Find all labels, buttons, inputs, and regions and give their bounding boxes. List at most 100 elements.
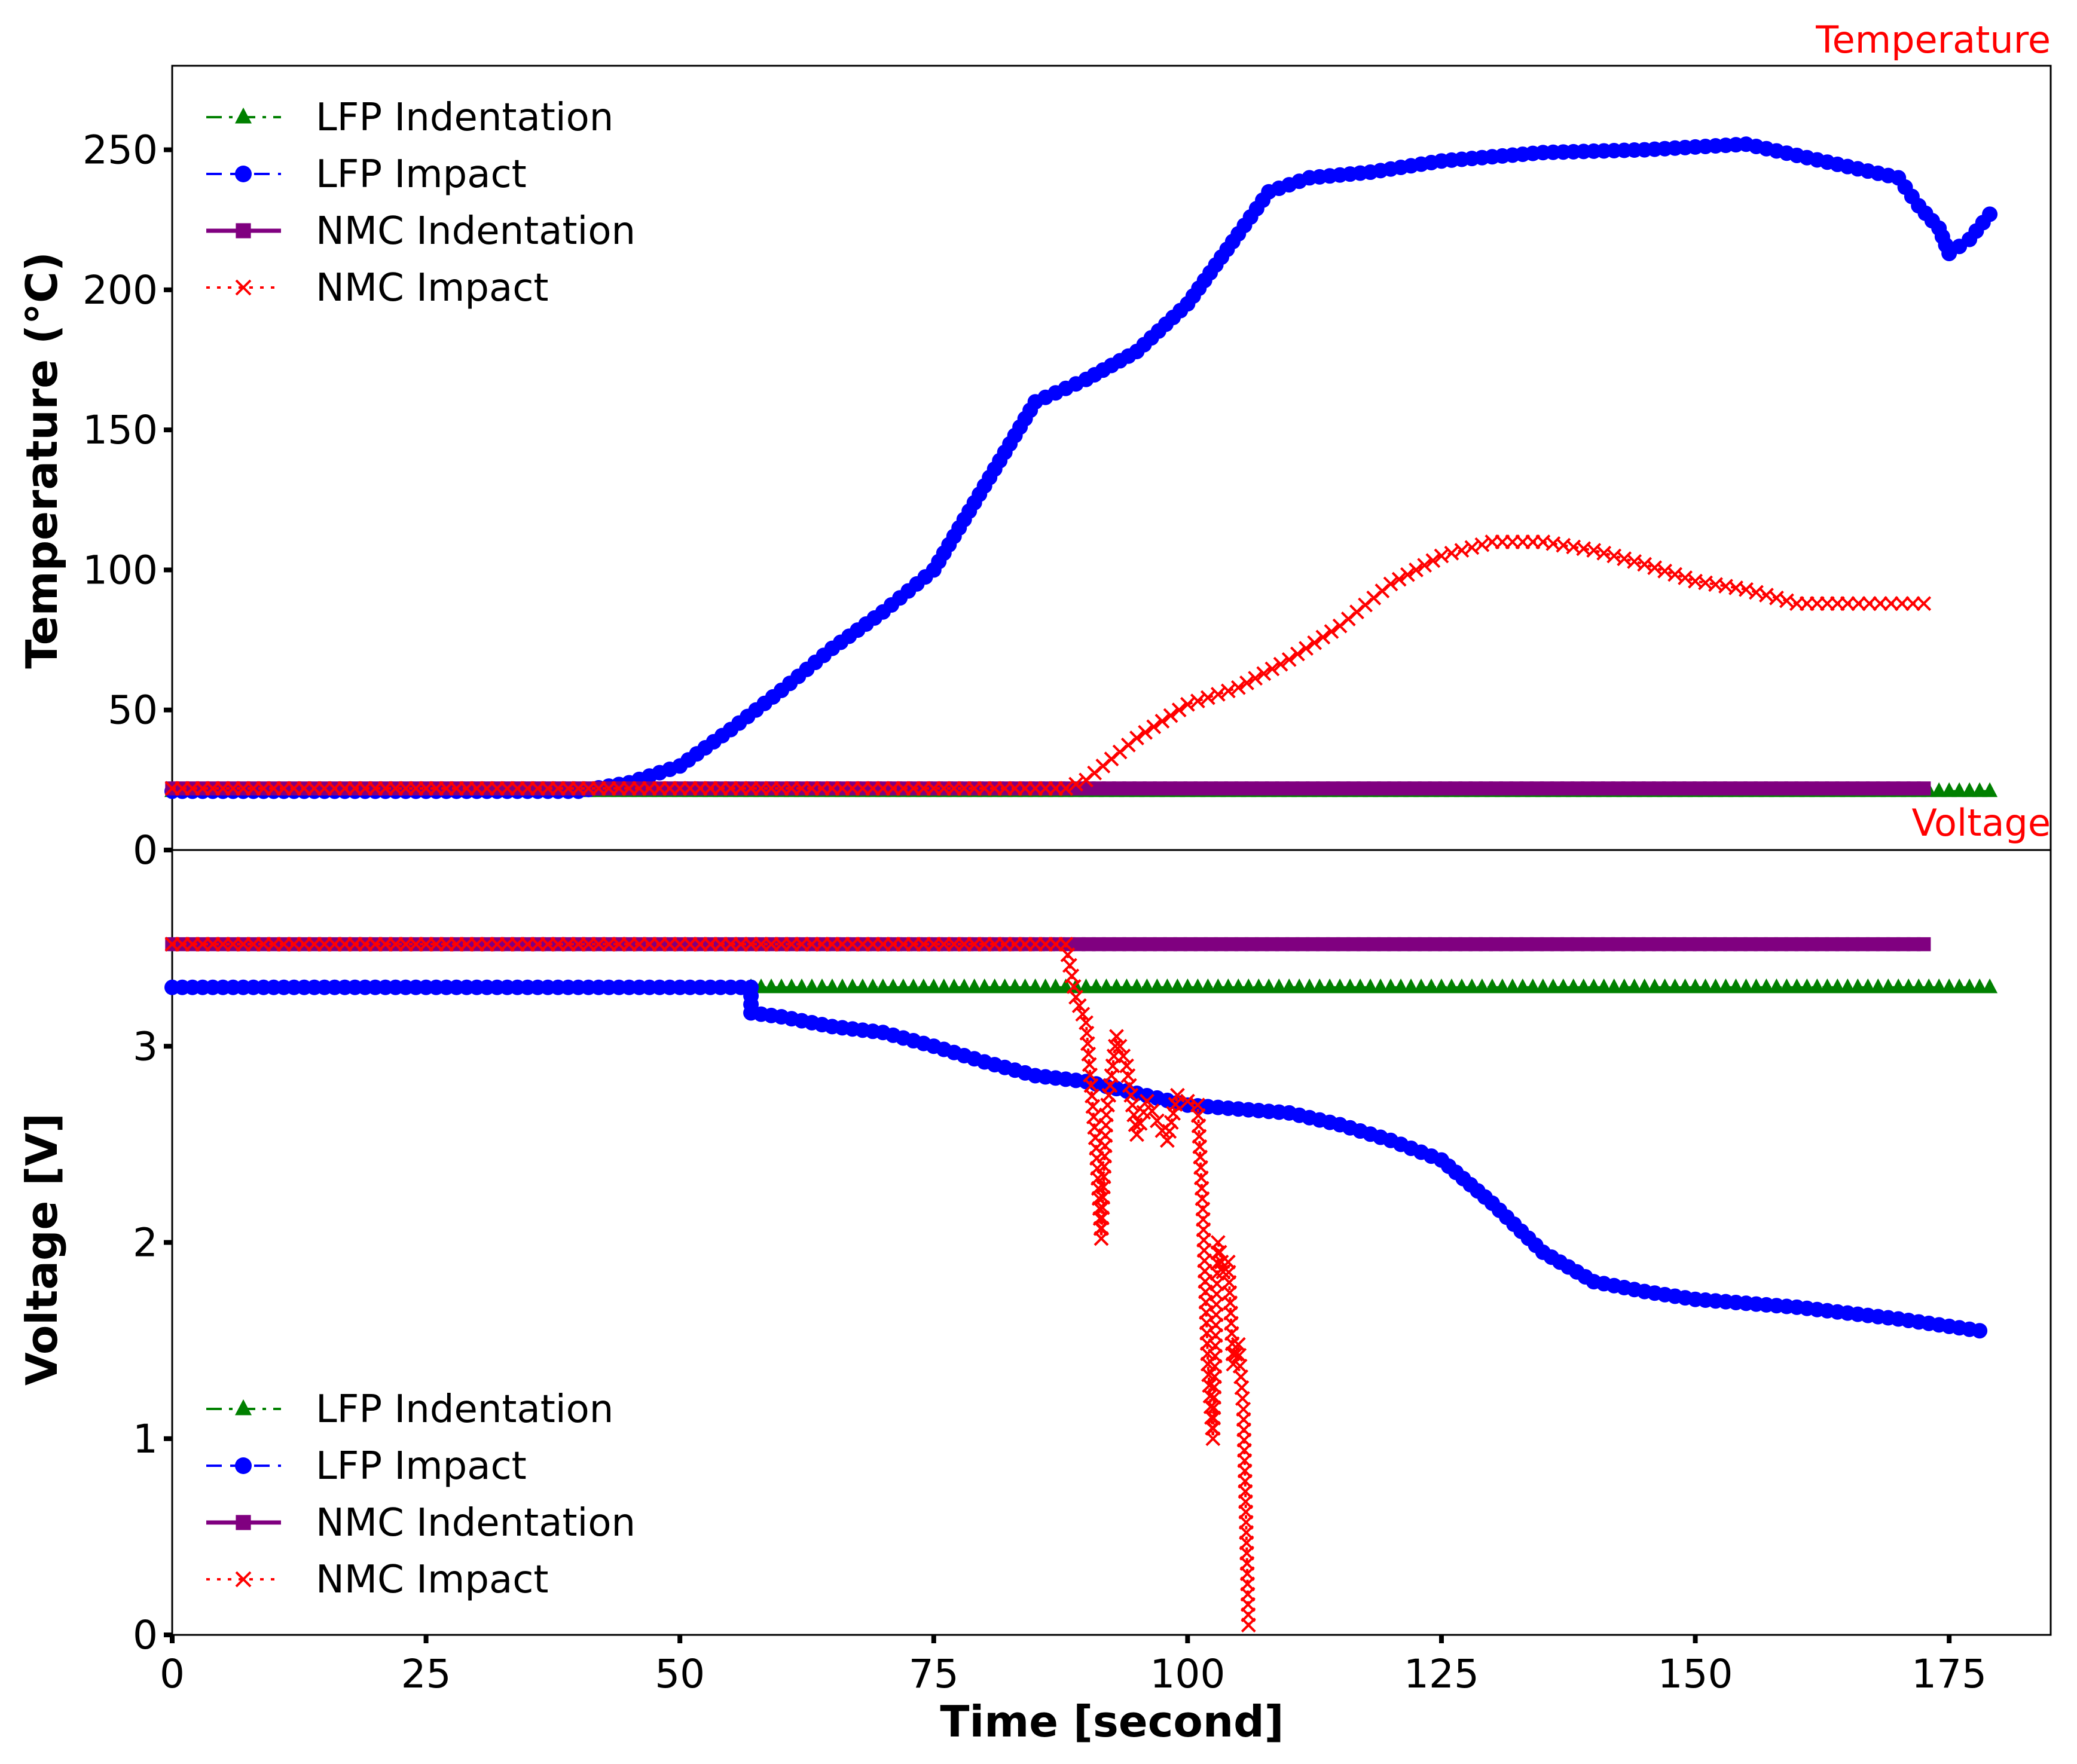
top-marker-nmc-impact xyxy=(1883,596,1899,612)
bottom-marker-lfp-indentation xyxy=(1230,978,1247,993)
top-marker-nmc-impact xyxy=(1409,562,1424,577)
bottom-ytick-label: 2 xyxy=(133,1220,158,1266)
bottom-marker-lfp-indentation xyxy=(824,978,840,993)
top-marker-nmc-impact xyxy=(1391,571,1407,587)
top-ytick-label: 200 xyxy=(83,267,158,313)
legend-item-nmc-indentation: NMC Indentation xyxy=(206,1501,636,1545)
bottom-marker-nmc-impact xyxy=(1162,1124,1177,1139)
bottom-marker-lfp-indentation xyxy=(1190,978,1206,993)
bottom-marker-lfp-indentation xyxy=(1962,978,1978,993)
bottom-marker-lfp-indentation xyxy=(1210,978,1226,993)
bottom-marker-lfp-indentation xyxy=(1982,978,1998,993)
bottom-marker-nmc-impact xyxy=(1109,1029,1124,1044)
legend-item-lfp-indentation: LFP Indentation xyxy=(206,96,613,140)
top-marker-nmc-impact xyxy=(1058,781,1073,796)
bottom-marker-nmc-impact xyxy=(1150,1113,1165,1129)
legend-label: LFP Indentation xyxy=(316,1387,613,1432)
top-marker-nmc-impact xyxy=(1425,553,1441,568)
bottom-marker-lfp-indentation xyxy=(1890,978,1907,993)
bottom-marker-nmc-impact xyxy=(1168,1096,1183,1112)
top-marker-nmc-impact xyxy=(1307,635,1322,650)
bottom-marker-lfp-indentation xyxy=(1972,978,1988,993)
bottom-marker-lfp-indentation xyxy=(1108,978,1125,993)
bottom-marker-lfp-indentation xyxy=(1088,978,1104,993)
top-marker-nmc-impact xyxy=(1273,656,1288,672)
top-marker-nmc-impact xyxy=(1617,551,1632,567)
bottom-marker-lfp-indentation xyxy=(1748,978,1764,993)
bottom-marker-lfp-indentation xyxy=(1241,978,1257,993)
top-marker-nmc-impact xyxy=(1315,629,1331,645)
bottom-marker-lfp-impact xyxy=(1972,1323,1988,1339)
top-marker-nmc-impact xyxy=(1905,596,1920,612)
top-marker-nmc-impact xyxy=(1916,596,1932,612)
bottom-marker-lfp-indentation xyxy=(1433,978,1449,993)
bottom-marker-lfp-indentation xyxy=(926,978,942,993)
temperature-axis-title: Temperature (°C) xyxy=(17,252,67,669)
bottom-marker-nmc-impact xyxy=(1129,1127,1144,1142)
bottom-marker-nmc-indentation xyxy=(1917,937,1931,952)
top-marker-nmc-impact xyxy=(1840,596,1855,612)
top-marker-lfp-indentation xyxy=(1951,782,1968,797)
top-marker-nmc-impact xyxy=(1474,537,1490,552)
top-marker-nmc-impact xyxy=(1667,567,1683,582)
top-marker-lfp-impact xyxy=(1982,206,1998,222)
legends-layer: LFP Indentation LFP Impact NMC Indentation… xyxy=(206,96,636,1602)
bottom-marker-lfp-indentation xyxy=(774,978,790,993)
bottom-ytick-label: 0 xyxy=(133,1612,158,1658)
bottom-marker-lfp-indentation xyxy=(1078,978,1094,993)
temperature-panel-tag: Temperature xyxy=(1815,18,2051,62)
bottom-marker-lfp-indentation xyxy=(1453,978,1470,993)
xtick-label: 125 xyxy=(1404,1651,1479,1697)
bottom-marker-lfp-indentation xyxy=(1484,978,1500,993)
bottom-marker-lfp-indentation xyxy=(1525,978,1541,993)
bottom-marker-nmc-impact xyxy=(1159,1133,1175,1148)
bottom-marker-lfp-indentation xyxy=(946,978,962,993)
top-marker-nmc-impact xyxy=(1444,545,1459,561)
bottom-marker-lfp-indentation xyxy=(854,978,870,993)
top-marker-lfp-indentation xyxy=(1972,782,1988,797)
bottom-marker-nmc-impact xyxy=(1140,1093,1154,1109)
bottom-series-lfp-indentation xyxy=(743,978,1998,993)
bottom-marker-lfp-indentation xyxy=(844,978,860,993)
top-marker-nmc-impact xyxy=(1138,724,1153,740)
bottom-marker-nmc-impact xyxy=(1132,1115,1148,1131)
bottom-marker-lfp-indentation xyxy=(885,978,901,993)
bottom-marker-lfp-indentation xyxy=(1474,978,1490,993)
bottom-marker-lfp-indentation xyxy=(1779,978,1795,993)
bottom-marker-lfp-indentation xyxy=(875,978,891,993)
bottom-marker-lfp-indentation xyxy=(1850,978,1866,993)
top-marker-nmc-impact xyxy=(1163,708,1178,723)
bottom-marker-lfp-indentation xyxy=(1413,978,1430,993)
legend-label: LFP Impact xyxy=(316,152,527,197)
bottom-marker-lfp-indentation xyxy=(1139,978,1155,993)
bottom-marker-lfp-indentation xyxy=(915,978,931,993)
legend-label: NMC Impact xyxy=(316,266,548,310)
top-ytick-label: 150 xyxy=(83,407,158,453)
bottom-marker-lfp-indentation xyxy=(1799,978,1815,993)
bottom-series-lfp-impact xyxy=(164,979,1988,1339)
bottom-marker-lfp-indentation xyxy=(1514,978,1531,993)
bottom-marker-lfp-indentation xyxy=(763,978,780,993)
bottom-marker-lfp-indentation xyxy=(1647,978,1663,993)
top-marker-nmc-impact xyxy=(1596,545,1612,561)
bottom-marker-nmc-impact xyxy=(1169,1087,1185,1103)
bottom-marker-lfp-indentation xyxy=(1149,978,1165,993)
bottom-marker-lfp-indentation xyxy=(1708,978,1724,993)
bottom-marker-nmc-impact xyxy=(1241,1618,1256,1633)
legend-label: LFP Impact xyxy=(316,1444,527,1488)
bottom-marker-lfp-indentation xyxy=(1697,978,1713,993)
bottom-marker-lfp-indentation xyxy=(1332,978,1348,993)
legend-item-nmc-impact: NMC Impact xyxy=(206,1558,548,1602)
top-marker-nmc-impact xyxy=(1281,652,1297,667)
xtick-label: 50 xyxy=(655,1651,705,1697)
legend-item-lfp-indentation: LFP Indentation xyxy=(206,1387,613,1432)
top-marker-lfp-indentation xyxy=(1931,782,1947,797)
top-marker-nmc-impact xyxy=(1190,693,1205,709)
legend-swatch-marker xyxy=(235,107,252,124)
bottom-marker-lfp-indentation xyxy=(1657,978,1673,993)
top-marker-nmc-impact xyxy=(1894,596,1910,612)
legend-swatch-marker xyxy=(235,1399,252,1416)
bottom-marker-lfp-indentation xyxy=(966,978,982,993)
legend-swatch-marker xyxy=(236,1515,251,1530)
top-series-nmc-impact xyxy=(164,534,1932,796)
